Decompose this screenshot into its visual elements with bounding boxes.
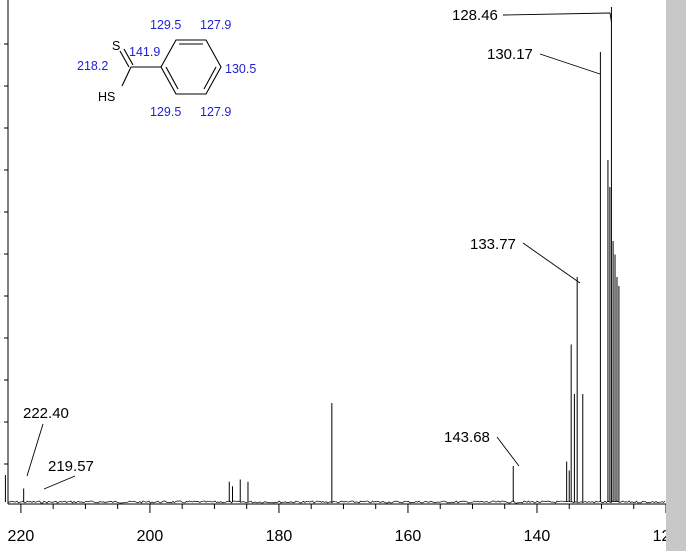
shift-ipso: 141.9 [129,45,160,59]
peak-label-130.17: 130.17 [487,46,533,63]
atom-s-label: S [112,39,120,53]
atom-sh-label: HS [98,90,115,104]
leader-143.68 [496,436,520,467]
peak-lines [4,7,620,502]
peak-label-219.57: 219.57 [48,458,94,475]
leader-222.40 [26,423,44,477]
shift-thiocarbonyl: 218.2 [77,59,108,73]
benzene-ring [160,39,222,95]
peak-label-143.68: 143.68 [444,429,490,446]
peak-label-128.46: 128.46 [452,7,498,24]
x-tick-label: 220 [8,528,35,545]
shift-para: 130.5 [225,62,256,76]
shift-meta-top: 127.9 [200,18,231,32]
x-tick-label: 200 [137,528,164,545]
x-tick-label: 180 [266,528,293,545]
leader-219.57 [43,475,76,490]
shift-meta-bottom: 127.9 [200,105,231,119]
peak-annotations: 128.46 130.17 133.77 143.68 222.40 219.57 [23,7,612,490]
x-axis-ticks: 220200180160140120 [8,504,679,545]
x-tick-label: 140 [524,528,551,545]
peak-label-133.77: 133.77 [470,236,516,253]
molecule-structure: S HS 218.2 141.9 129.5 127.9 130.5 129.5… [77,18,256,119]
leader-128.46-b [609,12,612,23]
chart-axes [4,0,666,505]
leader-130.17 [539,53,601,75]
bond-c-s-double-a [119,50,130,68]
leader-133.77 [522,242,581,284]
ring-double-bond-3 [165,66,179,90]
vertical-scrollbar[interactable] [666,0,686,551]
peak-label-222.40: 222.40 [23,405,69,422]
bond-c-s-double-b [123,48,134,66]
bond-c-sh [121,66,132,87]
baseline-noise [7,500,666,504]
ring-double-bond-2 [203,66,217,90]
spectrum-trace [7,500,666,504]
shift-ortho-top: 129.5 [150,18,181,32]
shift-ortho-bottom: 129.5 [150,105,181,119]
leader-128.46 [502,12,611,16]
x-tick-label: 160 [395,528,422,545]
